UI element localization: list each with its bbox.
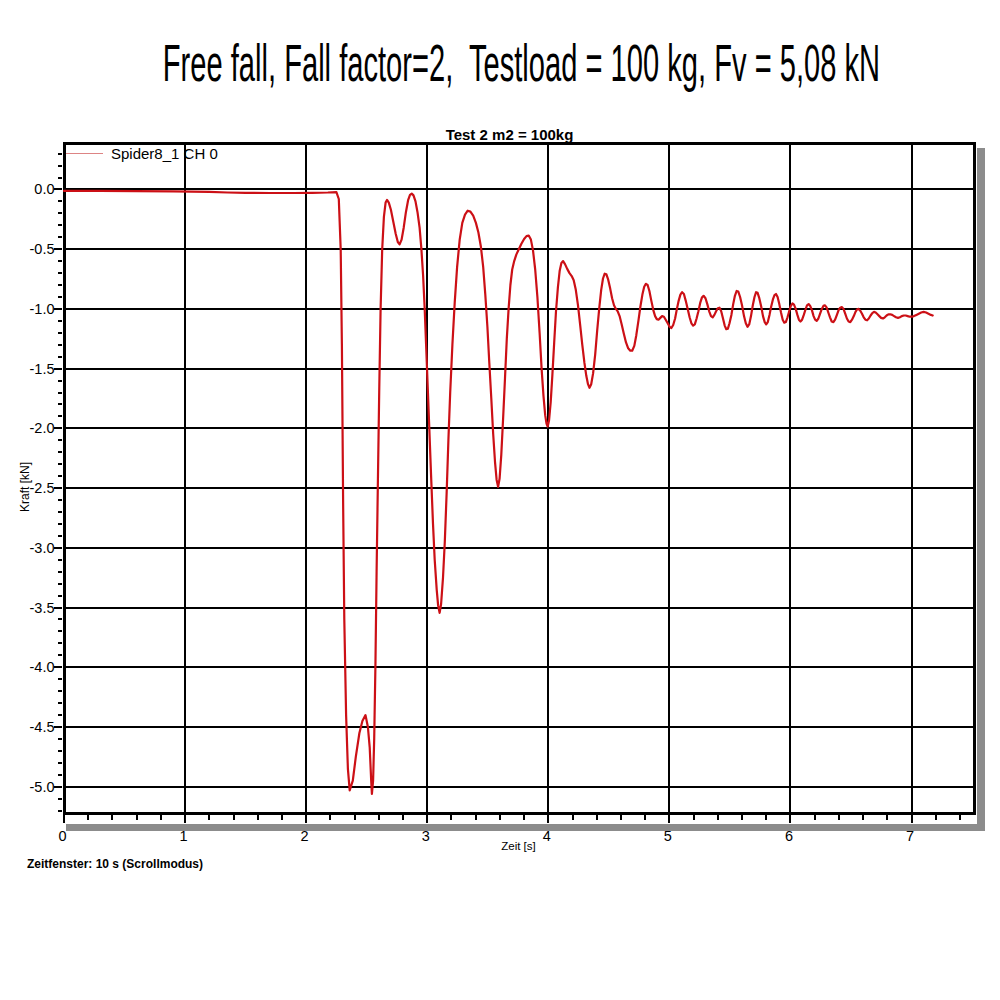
x-axis-label: Zeit [s] — [62, 840, 975, 852]
status-text: Zeitfenster: 10 s (Scrollmodus) — [27, 857, 203, 871]
legend-label: Spider8_1 CH 0 — [111, 145, 218, 162]
y-axis-label: Kraft [kN] — [18, 457, 32, 517]
svg-text:-2.0: -2.0 — [30, 420, 55, 436]
svg-text:-3.5: -3.5 — [30, 600, 55, 616]
svg-text:-4.0: -4.0 — [30, 659, 55, 675]
svg-text:-1.0: -1.0 — [30, 301, 55, 317]
chart-title: Test 2 m2 = 100kg — [53, 126, 966, 143]
plot-frame — [64, 143, 974, 813]
svg-text:-1.5: -1.5 — [30, 361, 55, 377]
legend: Spider8_1 CH 0 — [66, 145, 218, 162]
y-tick-labels: 0.0 -0.5 -1.0 -1.5 -2.0 -2.5 -3.0 -3.5 -4.0 -4.5 -… — [30, 181, 55, 794]
legend-line-icon — [66, 153, 103, 154]
frame-shadow-right — [977, 148, 985, 831]
svg-text:-4.5: -4.5 — [30, 719, 55, 735]
svg-text:-5.0: -5.0 — [30, 779, 55, 795]
page: Free fall, Fall factor=2, Testload = 100… — [0, 0, 1000, 1000]
svg-text:-2.5: -2.5 — [30, 480, 55, 496]
svg-text:-3.0: -3.0 — [30, 540, 55, 556]
svg-text:-0.5: -0.5 — [30, 241, 55, 257]
frame-shadow-bottom — [66, 824, 985, 831]
svg-text:0.0: 0.0 — [34, 181, 54, 197]
